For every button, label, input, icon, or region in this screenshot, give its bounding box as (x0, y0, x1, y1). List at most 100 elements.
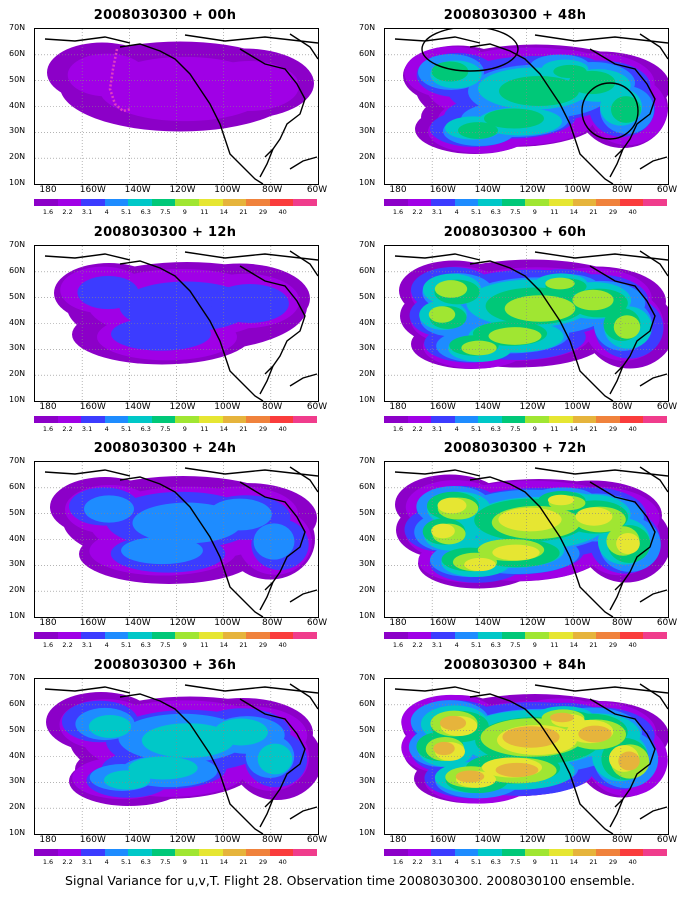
graticule (35, 679, 318, 834)
colorbar-swatch (572, 632, 597, 639)
map-plot (384, 28, 669, 185)
latitude-label: 70N (9, 23, 26, 32)
latitude-label: 10N (359, 178, 376, 187)
colorbar-label: 14 (569, 641, 579, 649)
longitude-label: 60W (306, 618, 328, 628)
longitude-label: 100W (214, 185, 241, 195)
variance-contour (141, 723, 235, 758)
variance-contour (433, 741, 455, 756)
map-plot (34, 245, 319, 402)
colorbar-label: 40 (628, 858, 637, 866)
colorbar-label: 5.1 (121, 641, 132, 649)
colorbar-swatch (596, 416, 620, 423)
longitude-label: 80W (261, 618, 283, 628)
colorbar-swatch (104, 416, 129, 423)
variance-contour (199, 61, 299, 111)
map-svg (385, 29, 668, 184)
variance-field (395, 474, 668, 589)
colorbar-label: 3.1 (431, 858, 443, 866)
colorbar-label: 4 (454, 858, 459, 866)
colorbar-swatch (81, 416, 105, 423)
latitude-label: 60N (359, 481, 376, 491)
colorbar-label: 4 (454, 641, 459, 649)
longitude-label: 80W (611, 185, 633, 195)
colorbar-label: 21 (589, 641, 598, 649)
latitude-label: 60N (359, 265, 376, 275)
variance-field (50, 476, 317, 584)
colorbar-label: 40 (628, 425, 637, 433)
colorbar-swatch (596, 849, 620, 856)
latitude-label: 10N (359, 828, 376, 837)
longitude-label: 180 (39, 618, 57, 628)
longitude-label: 80W (611, 618, 633, 628)
coastline (44, 466, 318, 617)
longitude-label: 140W (474, 835, 501, 845)
colorbar-label: 11 (550, 858, 559, 866)
colorbar-label: 11 (550, 208, 559, 216)
variance-contour (484, 108, 544, 129)
latitude-label: 50N (359, 291, 376, 301)
longitude-label: 120W (519, 185, 546, 195)
longitude-label: 140W (474, 402, 501, 412)
colorbar-label: 7.5 (160, 641, 171, 649)
colorbar-swatch (619, 416, 644, 423)
colorbar-label: 6.3 (490, 208, 501, 216)
variance-contour (211, 284, 289, 323)
variance-contour (431, 523, 455, 539)
colorbar-label: 2.2 (62, 425, 73, 433)
colorbar (34, 632, 317, 639)
panel-title: 2008030300 + 24h (93, 441, 237, 456)
flight-track (108, 48, 132, 113)
latitude-label: 20N (359, 585, 376, 595)
latitude-label: 30N (9, 126, 26, 136)
colorbar-swatch (246, 199, 270, 206)
colorbar-swatch (104, 199, 129, 206)
colorbar-label: 9 (182, 858, 187, 866)
map-plot (34, 28, 319, 185)
variance-contour (437, 497, 467, 514)
latitude-label: 50N (9, 74, 26, 84)
colorbar-labels: 1.6 2.2 3.1 4 5.1 6.3 7.5 9 11 14 21 29 40 (384, 641, 667, 651)
colorbar-label: 4 (104, 641, 109, 649)
variance-field (401, 694, 668, 804)
colorbar-label: 6.3 (140, 425, 151, 433)
colorbar-swatch (57, 632, 82, 639)
variance-contour (461, 340, 497, 356)
colorbar-label: 1.6 (392, 858, 404, 866)
longitude-label: 120W (519, 835, 546, 845)
colorbar-label: 3.1 (81, 425, 93, 433)
variance-contour (502, 726, 560, 748)
variance-contour (434, 280, 468, 298)
longitude-label: 120W (519, 618, 546, 628)
colorbar-label: 7.5 (510, 425, 521, 433)
colorbar-swatch (619, 632, 644, 639)
longitude-label: 120W (169, 402, 196, 412)
map-plot (34, 678, 319, 835)
colorbar-label: 5.1 (121, 425, 132, 433)
latitude-label: 60N (359, 698, 376, 708)
colorbar-swatch (151, 632, 176, 639)
colorbar-label: 14 (569, 208, 579, 216)
colorbar-label: 5.1 (121, 208, 132, 216)
longitude-label: 140W (124, 835, 151, 845)
colorbar-label: 29 (258, 858, 268, 866)
colorbar-swatch (175, 199, 200, 206)
variance-contour (214, 718, 268, 746)
latitude-label: 30N (9, 343, 26, 353)
forecast-panel: 2008030300 + 60h 70N 60N 50N 40N 30N 20N 10N 180… (350, 225, 680, 440)
colorbar-swatch (407, 849, 432, 856)
colorbar-labels: 1.6 2.2 3.1 4 5.1 6.3 7.5 9 11 14 21 29 40 (34, 425, 317, 435)
colorbar-swatch (431, 416, 455, 423)
colorbar-label: 3.1 (431, 641, 443, 649)
colorbar-swatch (525, 849, 550, 856)
variance-contour (208, 498, 272, 531)
latitude-label: 10N (359, 395, 376, 404)
colorbar-label: 7.5 (160, 858, 171, 866)
map-plot (34, 461, 319, 618)
colorbar-label: 40 (278, 858, 287, 866)
colorbar-swatch (478, 632, 502, 639)
longitude-label: 100W (564, 835, 591, 845)
colorbar-labels: 1.6 2.2 3.1 4 5.1 6.3 7.5 9 11 14 21 29 40 (384, 208, 667, 218)
colorbar-swatch (478, 416, 502, 423)
colorbar-swatch (501, 416, 526, 423)
